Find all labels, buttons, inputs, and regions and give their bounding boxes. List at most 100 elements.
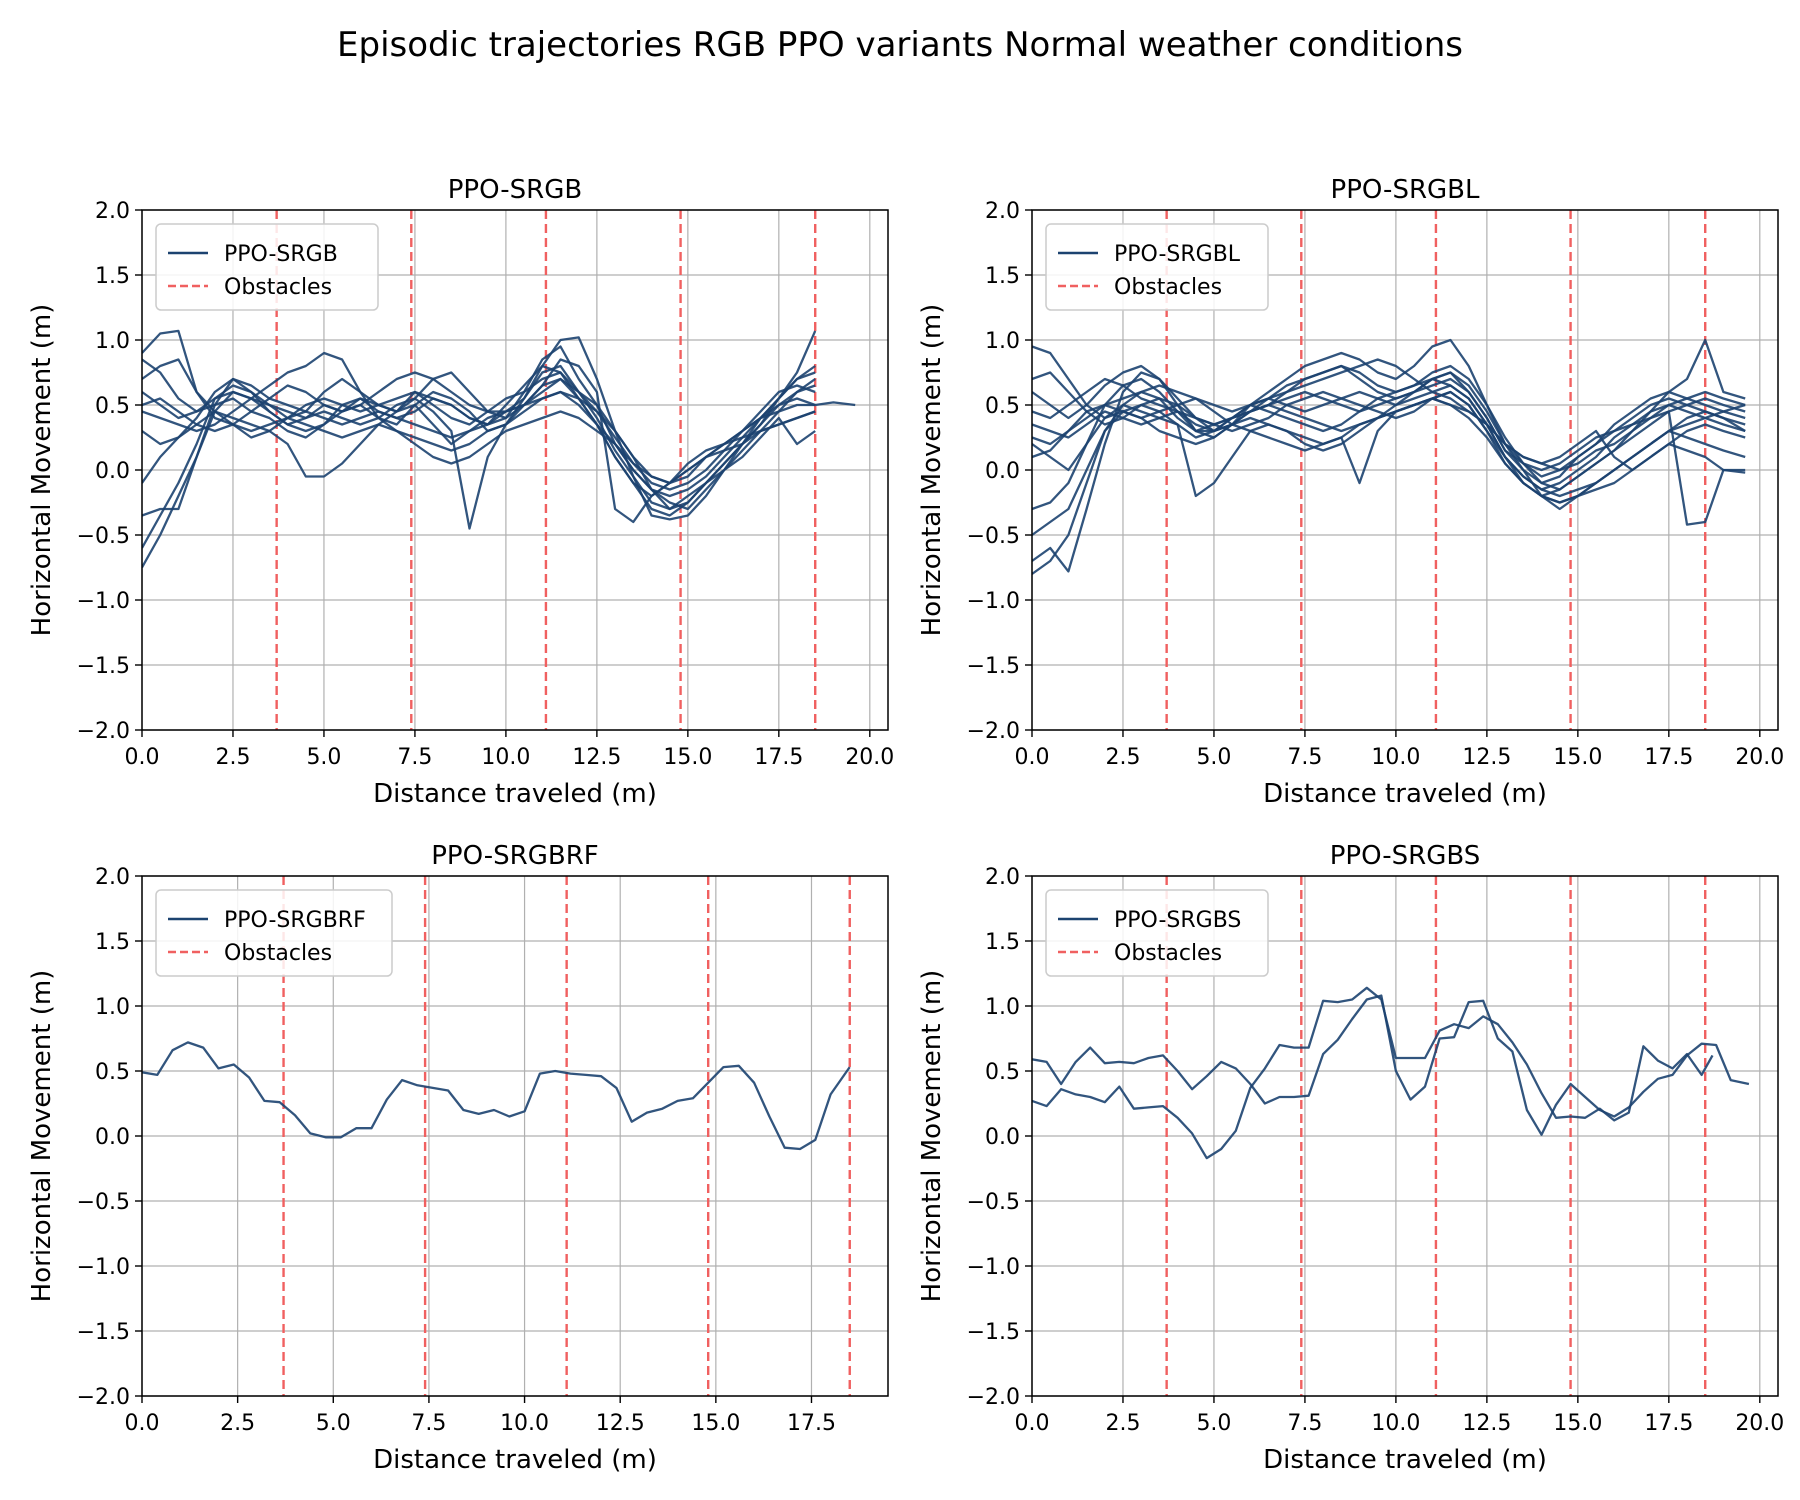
trajectory-line [142, 345, 816, 517]
y-tick-label: −2.0 [77, 1385, 130, 1410]
y-tick-label: −1.0 [77, 1255, 130, 1280]
trajectory-line [142, 365, 816, 498]
y-tick-label: −2.0 [967, 1385, 1020, 1410]
x-axis-label: Distance traveled (m) [1263, 1445, 1547, 1475]
panel-title: PPO-SRGBS [1330, 841, 1481, 871]
y-tick-label: −0.5 [967, 1190, 1020, 1215]
y-tick-label: 0.0 [985, 1125, 1020, 1150]
plot-area [142, 210, 856, 730]
x-tick-label: 5.0 [306, 745, 341, 770]
x-tick-label: 7.5 [1287, 745, 1322, 770]
trajectory-line [1032, 986, 1714, 1160]
panels: 0.0 2.5 5.0 7.5 10.0 12.5 15.0 17.5 20.0 2.0 1.5 1.… [27, 175, 1784, 1475]
legend: PPO-SRGB Obstacles [155, 223, 379, 311]
panel-2: 0.0 2.5 5.0 7.5 10.0 12.5 15.0 17.5 20.0 2.0 1.5 1.… [917, 175, 1784, 809]
legend-label-obstacle: Obstacles [1114, 941, 1222, 966]
y-tick-label: 1.5 [95, 264, 130, 289]
x-tick-label: 2.5 [220, 1411, 255, 1436]
x-axis-label: Distance traveled (m) [373, 779, 657, 809]
trajectory-line [1032, 358, 1746, 472]
trajectory-line [1032, 377, 1746, 526]
legend-box [155, 889, 393, 977]
legend-label-obstacle: Obstacles [224, 275, 332, 300]
y-tick-label: −1.0 [967, 1255, 1020, 1280]
legend-box [155, 223, 379, 311]
x-tick-label: 2.5 [1105, 1411, 1140, 1436]
x-tick-label: 12.5 [1462, 1411, 1511, 1436]
y-tick-label: −1.5 [77, 654, 130, 679]
y-tick-label: 1.0 [95, 995, 130, 1020]
x-tick-label: 5.0 [316, 1411, 351, 1436]
x-tick-label: 10.0 [1371, 1411, 1420, 1436]
y-tick-label: 0.5 [95, 394, 130, 419]
y-tick-label: 2.0 [985, 865, 1020, 890]
x-tick-label: 5.0 [1196, 745, 1231, 770]
legend-box [1045, 223, 1269, 311]
y-tick-label: 1.0 [985, 995, 1020, 1020]
y-tick-label: −0.5 [77, 524, 130, 549]
x-tick-label: 17.5 [787, 1411, 836, 1436]
x-tick-label: 20.0 [845, 745, 894, 770]
x-tick-label: 10.0 [500, 1411, 549, 1436]
trajectory-line [142, 1041, 851, 1151]
x-tick-label: 2.5 [1105, 745, 1140, 770]
x-tick-label: 17.5 [754, 745, 803, 770]
y-tick-label: 1.5 [985, 930, 1020, 955]
panel-title: PPO-SRGB [448, 175, 582, 205]
legend-label-trajectory: PPO-SRGBS [1114, 908, 1241, 933]
y-tick-label: 1.5 [95, 930, 130, 955]
trajectory-line [1032, 377, 1746, 472]
y-tick-label: 2.0 [95, 199, 130, 224]
panel-1: 0.0 2.5 5.0 7.5 10.0 12.5 15.0 17.5 20.0 2.0 1.5 1.… [27, 175, 894, 809]
trajectory-line [142, 358, 816, 530]
legend-label-trajectory: PPO-SRGB [224, 242, 338, 267]
x-tick-label: 17.5 [1644, 745, 1693, 770]
x-tick-label: 15.0 [1553, 745, 1602, 770]
x-axis-label: Distance traveled (m) [373, 1445, 657, 1475]
legend: PPO-SRGBL Obstacles [1045, 223, 1269, 311]
y-tick-label: −1.5 [967, 1320, 1020, 1345]
x-tick-label: 15.0 [663, 745, 712, 770]
x-tick-label: 15.0 [691, 1411, 740, 1436]
x-tick-label: 5.0 [1196, 1411, 1231, 1436]
y-tick-label: 0.5 [985, 394, 1020, 419]
y-tick-label: 2.0 [985, 199, 1020, 224]
legend-label-obstacle: Obstacles [224, 941, 332, 966]
panel-title: PPO-SRGBRF [431, 841, 599, 871]
y-tick-label: 0.0 [95, 459, 130, 484]
y-tick-label: 2.0 [95, 865, 130, 890]
y-axis-label: Horizontal Movement (m) [917, 304, 947, 637]
trajectory-line [1032, 364, 1746, 491]
y-tick-label: 1.0 [95, 329, 130, 354]
panel-title: PPO-SRGBL [1331, 175, 1480, 205]
x-tick-label: 0.0 [1015, 1411, 1050, 1436]
legend: PPO-SRGBS Obstacles [1045, 889, 1269, 977]
y-tick-label: 0.5 [985, 1060, 1020, 1085]
legend: PPO-SRGBRF Obstacles [155, 889, 393, 977]
panel-3: 0.0 2.5 5.0 7.5 10.0 12.5 15.0 17.5 2.0 1.5 1.0 0.5… [27, 841, 889, 1475]
x-tick-label: 2.5 [215, 745, 250, 770]
x-tick-label: 20.0 [1735, 1411, 1784, 1436]
y-tick-label: −1.5 [967, 654, 1020, 679]
x-tick-label: 12.5 [1462, 745, 1511, 770]
y-tick-label: −1.5 [77, 1320, 130, 1345]
legend-label-obstacle: Obstacles [1114, 275, 1222, 300]
trajectory-line [142, 358, 816, 491]
trajectory-line [142, 390, 816, 511]
figure-title: Episodic trajectories RGB PPO variants N… [337, 25, 1463, 65]
y-tick-label: −1.0 [967, 589, 1020, 614]
legend-box [1045, 889, 1269, 977]
x-tick-label: 7.5 [411, 1411, 446, 1436]
x-tick-label: 12.5 [596, 1411, 645, 1436]
legend-label-trajectory: PPO-SRGBRF [224, 908, 366, 933]
legend-label-trajectory: PPO-SRGBL [1114, 242, 1241, 267]
x-tick-label: 20.0 [1735, 745, 1784, 770]
y-tick-label: 1.0 [985, 329, 1020, 354]
x-axis-label: Distance traveled (m) [1263, 779, 1547, 809]
x-tick-label: 0.0 [125, 745, 160, 770]
y-tick-label: 0.0 [95, 1125, 130, 1150]
y-axis-label: Horizontal Movement (m) [27, 304, 57, 637]
trajectory-line [1032, 364, 1746, 478]
y-tick-label: −2.0 [77, 719, 130, 744]
x-tick-label: 7.5 [397, 745, 432, 770]
